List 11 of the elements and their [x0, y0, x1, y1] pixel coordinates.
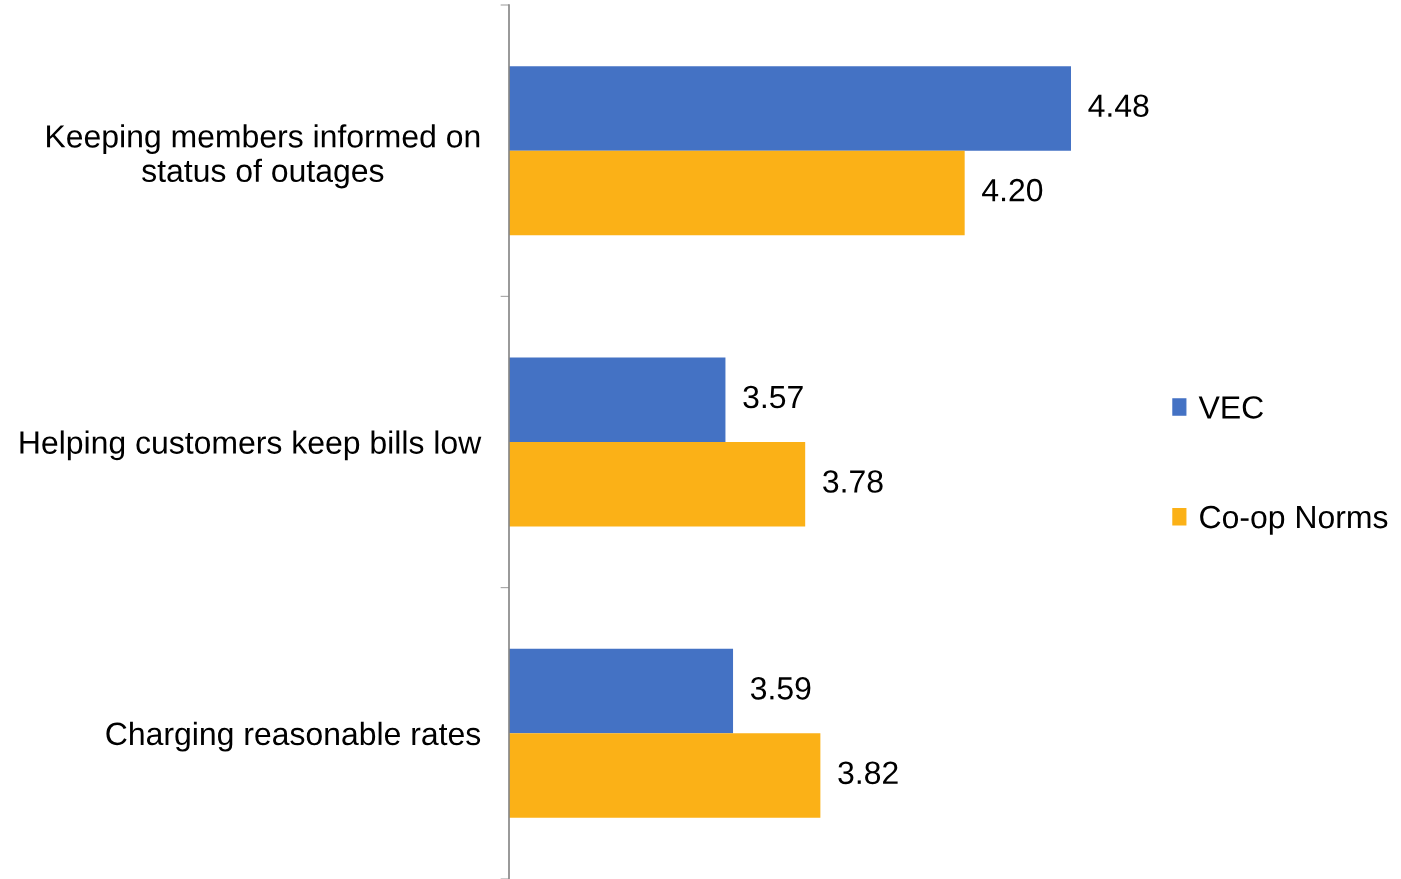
data-label: 3.57 — [743, 385, 803, 409]
data-label: 4.20 — [982, 178, 1043, 202]
y-tick-label: Charging reasonable rates — [106, 721, 481, 752]
data-label: 3.78 — [823, 470, 883, 493]
data-label: 3.59 — [750, 677, 811, 700]
legend-label: VEC — [1198, 396, 1263, 419]
y-tick-label: Helping customers keep bills low — [20, 430, 482, 461]
data-label: 4.48 — [1088, 94, 1149, 117]
data-label: 3.82 — [838, 761, 898, 785]
legend-label: Co-op Norms — [1200, 505, 1388, 535]
y-tick-label: Keeping members informed on status of outages — [47, 124, 480, 189]
